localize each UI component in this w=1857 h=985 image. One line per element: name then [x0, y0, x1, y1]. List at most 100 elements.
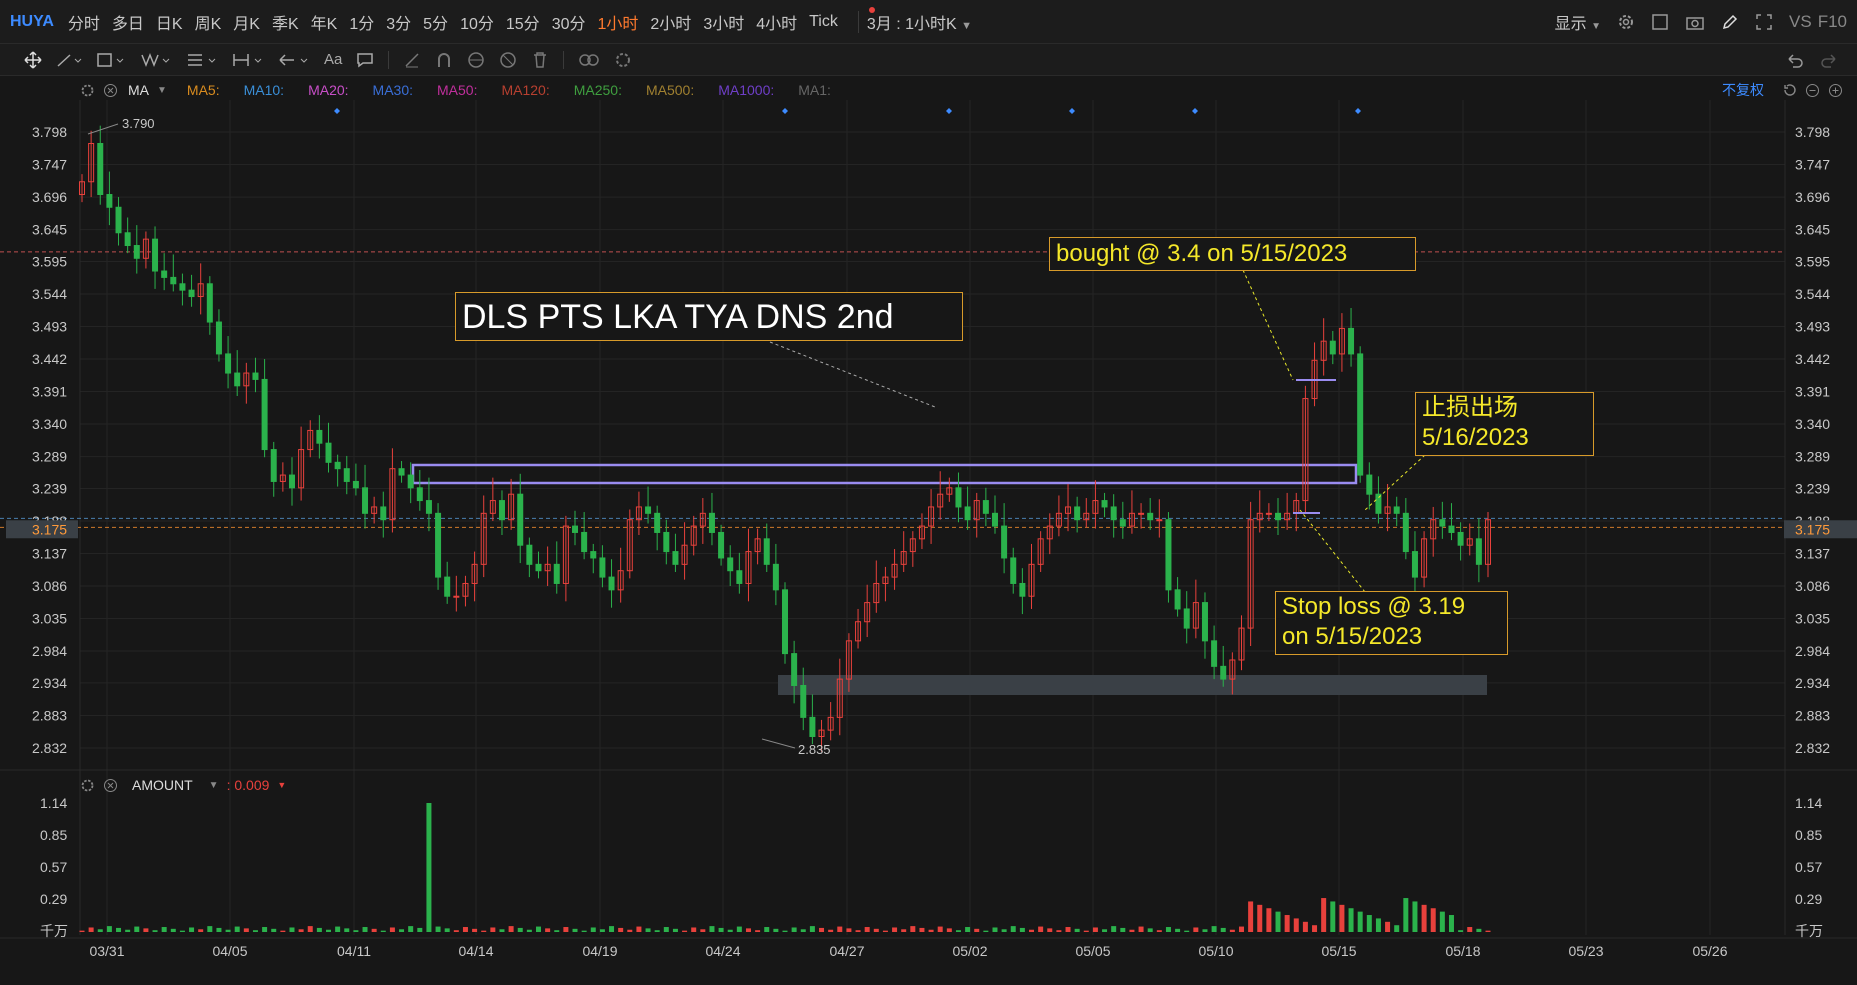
candle [1357, 353, 1364, 476]
chevron-down-icon[interactable]: ▼ [208, 779, 219, 791]
tab-timeframe[interactable]: Tick [809, 12, 838, 30]
chevron-down-icon[interactable]: ▼ [157, 84, 167, 96]
volume-bar [243, 928, 249, 932]
reset-icon[interactable] [1782, 83, 1797, 98]
chart-area[interactable]: 3.798 3.798 3.747 3.747 3.696 3.696 3.645 3.645… [0, 76, 1857, 985]
event-marker [334, 108, 340, 114]
candle [1485, 519, 1491, 565]
f10-button[interactable]: F10 [1817, 12, 1847, 31]
ma-value: MA1000: [718, 82, 775, 98]
volume-bar [289, 927, 295, 932]
volume-bar [1394, 925, 1400, 932]
close-icon[interactable] [103, 83, 118, 98]
event-marker [1355, 108, 1361, 114]
volume-bar [1412, 901, 1418, 932]
tab-timeframe[interactable]: 月K [233, 15, 260, 33]
tab-timeframe[interactable]: 10分 [460, 15, 494, 33]
volume-bar [1047, 928, 1053, 932]
tab-timeframe[interactable]: 5分 [423, 15, 449, 33]
price-tick-label: 3.442 [1795, 351, 1830, 367]
date-tick-label: 05/26 [1692, 943, 1727, 959]
candle [225, 353, 232, 374]
volume-bar [508, 926, 514, 932]
lock-icon[interactable] [467, 51, 485, 69]
tab-timeframe[interactable]: 30分 [551, 15, 586, 33]
volume-bar [1257, 904, 1263, 932]
settings-icon[interactable] [80, 83, 95, 98]
stop-loss-annotation[interactable]: Stop loss @ 3.19 on 5/15/2023 [1275, 591, 1508, 655]
tab-timeframe[interactable]: 1分 [349, 15, 375, 33]
volume-bar [1211, 926, 1217, 932]
camera-icon[interactable] [1685, 13, 1705, 31]
tab-timeframe[interactable]: 3小时 [703, 15, 745, 33]
redo-icon[interactable] [1819, 51, 1839, 69]
tab-timeframe[interactable]: 1小时 [597, 15, 639, 33]
tab-timeframe[interactable]: 3分 [386, 15, 412, 33]
adjust-label[interactable]: 不复权 [1722, 82, 1764, 98]
settings-icon[interactable] [80, 778, 95, 793]
wave-tool-icon[interactable] [140, 51, 172, 69]
zoom-out-icon[interactable] [1805, 83, 1820, 98]
rectangle-tool-icon[interactable] [96, 51, 126, 69]
volume-bar [1348, 908, 1354, 932]
bought-leader [1242, 269, 1294, 381]
tab-timeframe[interactable]: 日K [155, 15, 183, 33]
candle [562, 525, 569, 584]
move-icon[interactable] [24, 50, 42, 69]
candle [663, 531, 670, 553]
tab-timeframe[interactable]: 4小时 [756, 15, 798, 33]
link-icon[interactable] [578, 51, 600, 69]
candle [407, 474, 414, 489]
vs-button[interactable]: VS [1789, 12, 1812, 31]
trendline-icon[interactable] [56, 51, 82, 69]
tab-timeframe[interactable]: 季K [271, 15, 299, 33]
eraser-icon[interactable] [403, 51, 421, 69]
volume-label[interactable]: AMOUNT [132, 777, 193, 793]
tab-timeframe[interactable]: 多日 [111, 15, 144, 33]
candle [599, 557, 606, 578]
volume-bar [700, 929, 706, 932]
volume-bar [97, 929, 103, 932]
tab-timeframe[interactable]: 15分 [505, 15, 540, 33]
title-annotation[interactable]: DLS PTS LKA TYA DNS 2nd [455, 292, 963, 341]
trash-icon[interactable] [531, 51, 549, 69]
pencil-icon[interactable] [1721, 13, 1739, 31]
tab-timeframe[interactable]: 分时 [67, 15, 100, 33]
price-tick-label: 3.289 [32, 449, 67, 465]
bought-annotation[interactable]: bought @ 3.4 on 5/15/2023 [1049, 237, 1416, 271]
volume-bar [910, 926, 916, 932]
ma-label[interactable]: MA [128, 82, 149, 98]
tab-timeframe[interactable]: 2小时 [650, 15, 692, 33]
volume-bar [1302, 921, 1308, 932]
arrow-left-icon[interactable] [278, 51, 310, 69]
volume-bar [1248, 901, 1254, 932]
price-tick-label: 3.239 [1795, 480, 1830, 496]
settings-icon[interactable] [614, 51, 632, 69]
undo-icon[interactable] [1785, 51, 1805, 69]
gear-icon[interactable] [1617, 13, 1635, 31]
period-select[interactable]: 3月 : 1小时K ▼ [867, 10, 972, 34]
candle [982, 500, 989, 514]
magnet-icon[interactable] [435, 51, 453, 69]
volume-tick-label: 千万 [40, 923, 68, 939]
fullscreen-icon[interactable] [1755, 13, 1773, 31]
volume-bar [326, 929, 332, 932]
close-icon[interactable] [103, 778, 118, 793]
price-tick-label: 2.934 [32, 675, 67, 691]
fibonacci-icon[interactable] [186, 51, 218, 69]
measure-icon[interactable] [232, 51, 264, 69]
hide-icon[interactable] [499, 51, 517, 69]
zoom-in-icon[interactable] [1828, 83, 1843, 98]
layout-icon[interactable] [1651, 13, 1669, 31]
text-tool[interactable]: Aa [324, 51, 343, 68]
symbol-label[interactable]: HUYA [10, 12, 54, 30]
tab-timeframe[interactable]: 周K [194, 15, 222, 33]
volume-tick-label: 1.14 [40, 795, 67, 811]
stop-exit-annotation[interactable]: 止损出场 5/16/2023 [1415, 392, 1594, 456]
ma-value: MA120: [501, 82, 550, 98]
price-tick-label: 3.493 [1795, 319, 1830, 335]
price-axis: 3.798 3.798 3.747 3.747 3.696 3.696 3.645 3.645… [6, 124, 1857, 756]
tab-timeframe[interactable]: 年K [310, 15, 338, 33]
comment-icon[interactable] [356, 51, 374, 69]
display-menu[interactable]: 显示 ▼ [1555, 10, 1601, 34]
